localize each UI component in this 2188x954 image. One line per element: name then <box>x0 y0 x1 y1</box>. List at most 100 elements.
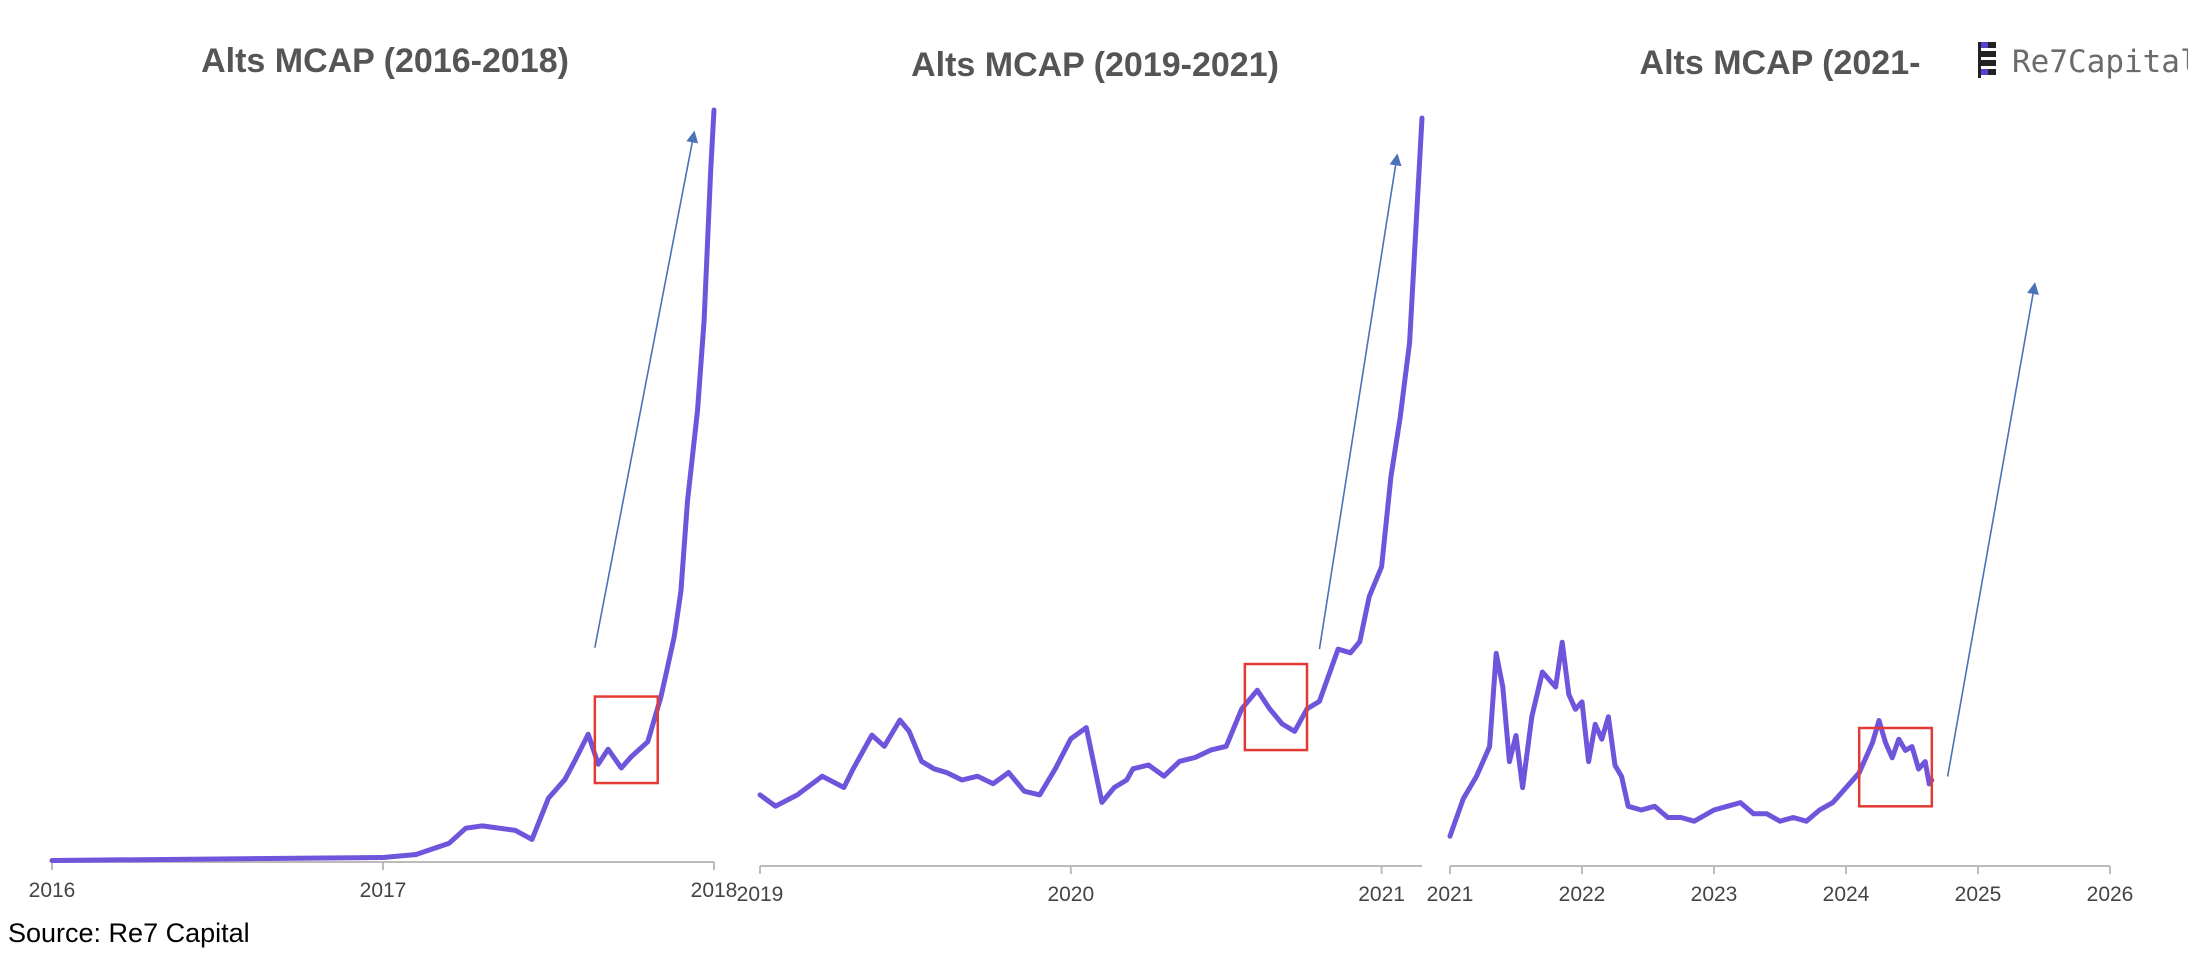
data-point <box>464 826 468 830</box>
chart-title: Alts MCAP (2019-2021) <box>911 46 1279 84</box>
data-point <box>709 168 713 172</box>
data-point <box>666 664 670 668</box>
data-point <box>1022 789 1026 793</box>
data-point <box>1778 819 1782 823</box>
data-point <box>646 740 650 744</box>
data-point <box>960 778 964 782</box>
data-point <box>1112 785 1116 789</box>
data-point <box>1293 729 1297 733</box>
data-point <box>1240 707 1244 711</box>
data-point <box>1336 647 1340 651</box>
data-point <box>1818 808 1822 812</box>
data-point <box>758 793 762 797</box>
data-point <box>1903 748 1907 752</box>
data-point <box>596 762 600 766</box>
data-point <box>1752 812 1756 816</box>
highlight-box <box>593 695 659 785</box>
data-point <box>1606 715 1610 719</box>
data-point <box>1069 737 1073 741</box>
re7-logo-icon <box>1978 42 1981 78</box>
x-tick-label: 2021 <box>1358 883 1405 906</box>
data-point <box>1712 808 1716 812</box>
data-point <box>932 767 936 771</box>
data-point <box>1765 812 1769 816</box>
data-point <box>553 789 557 793</box>
data-point <box>1567 692 1571 696</box>
data-point <box>1317 699 1321 703</box>
data-point <box>1408 340 1412 344</box>
data-point <box>1367 595 1371 599</box>
data-point <box>1162 774 1166 778</box>
data-point <box>1910 745 1914 749</box>
re7-logo: Re7Capital <box>1978 42 2188 80</box>
source-caption: Source: Re7 Capital <box>8 918 250 948</box>
data-point <box>1514 733 1518 737</box>
data-point <box>563 777 567 781</box>
logo-bar <box>1978 51 1988 57</box>
data-point <box>1844 786 1848 790</box>
data-point <box>1100 800 1104 804</box>
data-point <box>1679 816 1683 820</box>
data-point <box>1587 760 1591 764</box>
data-point <box>944 771 948 774</box>
data-point <box>1125 778 1129 782</box>
x-tick-label: 2022 <box>1559 883 1606 906</box>
data-point <box>1560 640 1564 644</box>
data-point <box>1639 808 1643 812</box>
data-point <box>920 759 924 763</box>
data-point <box>619 766 623 770</box>
data-point <box>705 243 709 247</box>
data-point <box>1613 763 1617 767</box>
trend-arrow <box>594 130 699 648</box>
data-point <box>1530 715 1534 719</box>
data-point <box>712 108 716 112</box>
data-point <box>1877 719 1881 723</box>
data-point <box>1494 651 1498 655</box>
chart-panel-2: Alts MCAP (2019-2021) 2019 2020 2021 <box>737 46 1425 906</box>
data-point <box>1131 767 1135 771</box>
chart-title: Alts MCAP (2016-2018) <box>201 42 569 80</box>
x-tick-label: 2017 <box>360 879 407 902</box>
data-point <box>1268 707 1272 711</box>
data-point <box>1593 722 1597 726</box>
x-tick-label: 2026 <box>2087 883 2134 906</box>
data-point <box>1209 748 1213 752</box>
trend-arrow <box>1318 153 1402 650</box>
data-point <box>976 774 980 778</box>
data-point <box>1178 759 1182 763</box>
logo-bar <box>1978 42 1988 48</box>
data-point <box>820 774 824 778</box>
data-point <box>1738 801 1742 805</box>
data-point <box>702 319 706 323</box>
data-point <box>1389 475 1393 479</box>
logo-text: Re7Capital <box>2012 44 2188 80</box>
data-point <box>991 782 995 786</box>
data-point <box>1501 685 1505 689</box>
data-point <box>1146 763 1150 767</box>
data-point <box>547 796 550 800</box>
data-point <box>573 758 577 762</box>
data-point <box>1358 640 1362 644</box>
data-point <box>1554 685 1558 689</box>
data-point <box>530 837 534 841</box>
data-point <box>1725 804 1729 808</box>
data-point <box>1540 670 1544 674</box>
data-point <box>870 733 874 737</box>
data-point <box>1831 801 1835 805</box>
data-point <box>1890 756 1894 760</box>
data-point <box>1488 745 1492 749</box>
data-point <box>50 858 54 862</box>
data-point <box>1255 688 1259 692</box>
logo-bar <box>1988 42 1996 48</box>
logo-bar <box>1978 69 1988 75</box>
highlight-box <box>1243 662 1309 752</box>
data-point <box>1692 819 1696 823</box>
data-point <box>1927 782 1931 786</box>
data-point <box>1884 741 1888 745</box>
data-point <box>1897 737 1901 741</box>
data-point <box>381 855 385 859</box>
data-point <box>1917 767 1921 771</box>
chart-title: Alts MCAP (2021- <box>1640 44 1921 82</box>
